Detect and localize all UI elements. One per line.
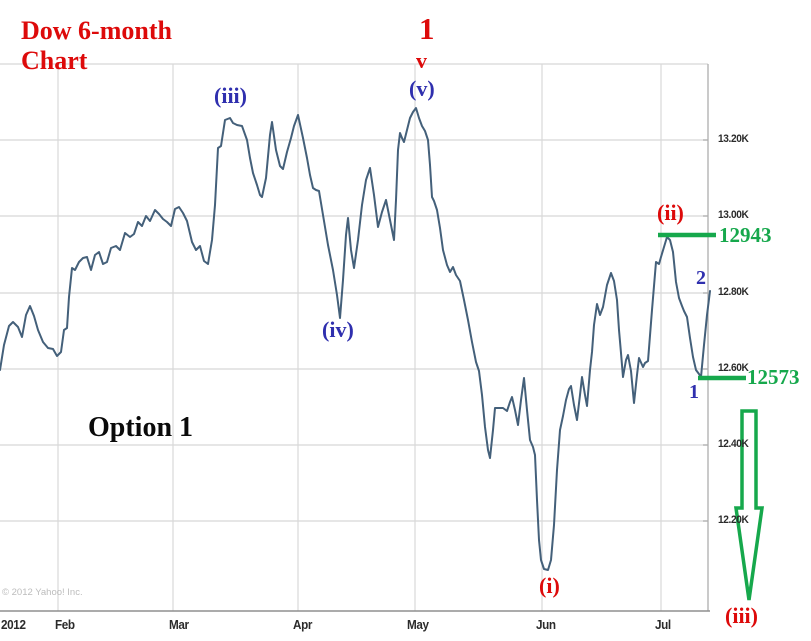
arrow-marker-v: v	[416, 48, 427, 73]
wave-label-iii: (iii)	[214, 83, 247, 108]
chart-title: Dow 6-month Chart	[21, 16, 172, 76]
wave-label-1-top: 1	[419, 11, 435, 46]
wave-label-iii-target: (iii)	[725, 603, 758, 628]
x-tick-label: Apr	[293, 617, 313, 632]
x-tick-label: Feb	[55, 617, 75, 632]
wave-label-1: 1	[689, 381, 699, 403]
y-tick-label: 13.20K	[718, 133, 749, 145]
y-tick-label: 13.00K	[718, 209, 749, 221]
x-tick-label: Jun	[536, 617, 556, 632]
wave-label-v: (v)	[409, 76, 435, 101]
wave-label-2: 2	[696, 267, 706, 289]
wave-label-iv: (iv)	[322, 317, 354, 342]
wave-label-ii: (ii)	[657, 200, 684, 225]
option-label: Option 1	[88, 412, 194, 443]
price-level-12573: 12573	[747, 365, 800, 389]
y-tick-label: 12.20K	[718, 514, 749, 526]
chart-title-line2: Chart	[21, 46, 88, 75]
chart-title-line1: Dow 6-month	[21, 16, 172, 45]
price-line	[0, 107, 711, 571]
down-arrow-icon	[733, 409, 765, 601]
y-tick-label: 12.60K	[718, 362, 749, 374]
x-tick-label: Mar	[169, 617, 189, 632]
copyright-notice: © 2012 Yahoo! Inc.	[2, 587, 83, 598]
wave-label-i: (i)	[539, 573, 560, 598]
y-tick-label: 12.40K	[718, 438, 749, 450]
x-tick-label: May	[407, 617, 429, 632]
price-level-12943: 12943	[719, 223, 772, 247]
x-tick-label: Jul	[655, 617, 671, 632]
x-tick-label: 2012	[1, 617, 26, 632]
y-tick-label: 12.80K	[718, 286, 749, 298]
